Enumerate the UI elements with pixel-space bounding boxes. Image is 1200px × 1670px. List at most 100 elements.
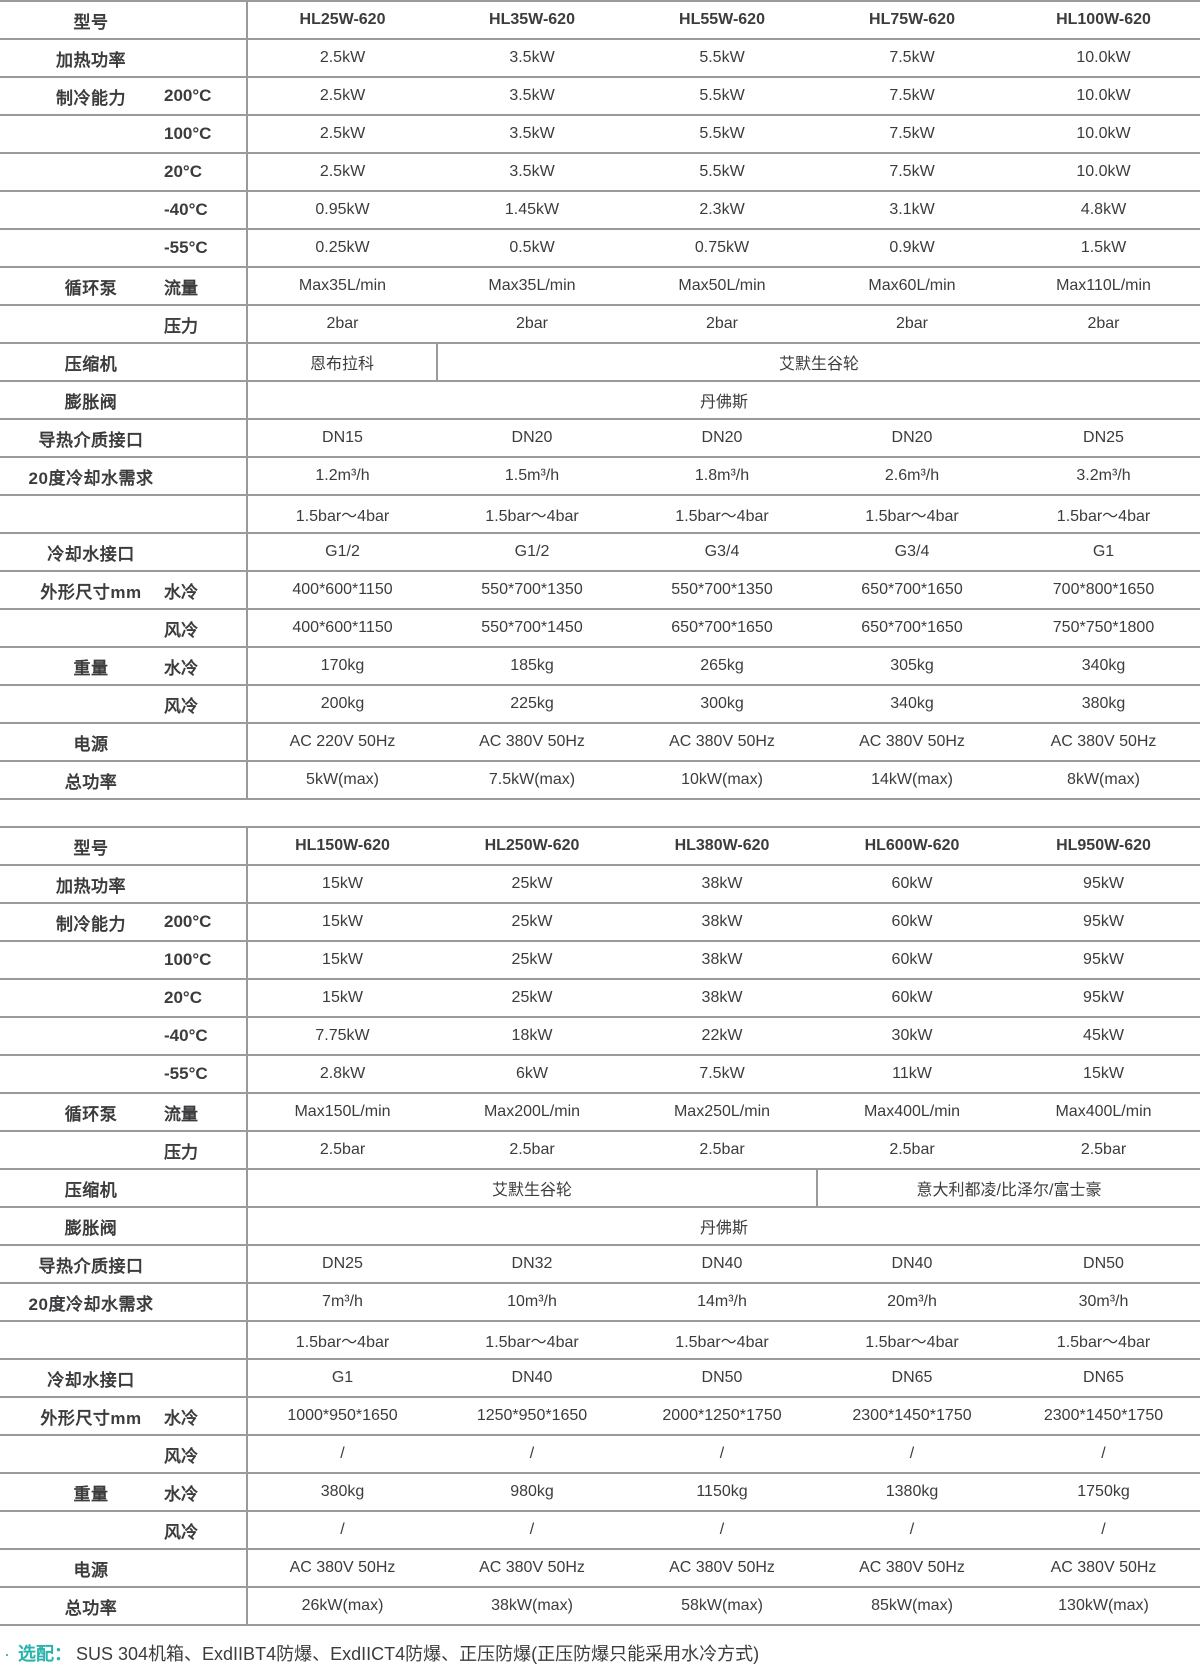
model-name: HL950W-620 [1007, 826, 1200, 865]
spec-row: 风冷 400*600*1150 550*700*1450 650*700*1650 65… [0, 608, 1200, 647]
spec-row: 重量 水冷 380kg 980kg 1150kg 1380kg 1750kg [0, 1472, 1200, 1511]
row-label-cell: 膨胀阀 [0, 380, 248, 419]
row-sublabel: 水冷 [164, 658, 198, 678]
spec-value: 14m³/h [627, 1282, 817, 1321]
spec-row: 导热介质接口 DN25 DN32 DN40 DN40 DN50 [0, 1244, 1200, 1283]
row-label: 膨胀阀 [64, 392, 118, 412]
row-label-wrap: 循环泵 流量 [0, 274, 245, 299]
spec-row: 压力 2bar 2bar 2bar 2bar 2bar [0, 304, 1200, 343]
spec-value: 38kW(max) [437, 1586, 627, 1626]
row-label: 制冷能力 [56, 88, 126, 108]
spec-value: 2300*1450*1750 [1007, 1396, 1200, 1435]
footnote-label: 选配： [18, 1644, 72, 1664]
spec-table-1-body: 型号 HL25W-620 HL35W-620 HL55W-620 HL75W-620 HL… [0, 0, 1200, 800]
row-label-cell: 总功率 [0, 1586, 248, 1626]
row-label-cell: 风冷 [0, 608, 248, 647]
spec-value: 550*700*1450 [437, 608, 627, 647]
row-label-wrap: -40°C [0, 200, 245, 220]
spec-value: G3/4 [627, 532, 817, 571]
row-sublabel: 20°C [164, 162, 202, 181]
spec-value: 1380kg [817, 1472, 1007, 1511]
spec-row: 20°C 15kW 25kW 38kW 60kW 95kW [0, 978, 1200, 1017]
spec-value: 8kW(max) [1007, 760, 1200, 800]
row-label-wrap: 压力 [0, 312, 245, 337]
spec-value: 5.5kW [627, 152, 817, 191]
row-label: 重量 [73, 658, 109, 678]
spec-value: 25kW [437, 940, 627, 979]
spec-row: 导热介质接口 DN15 DN20 DN20 DN20 DN25 [0, 418, 1200, 457]
spec-value: 2bar [437, 304, 627, 343]
spec-value: AC 380V 50Hz [1007, 1548, 1200, 1587]
row-label-cell: 压缩机 [0, 342, 248, 381]
spec-value: 艾默生谷轮 [436, 342, 1200, 381]
row-label-wrap: 冷却水接口 [0, 1366, 245, 1391]
spec-value: 550*700*1350 [437, 570, 627, 609]
spec-value: / [627, 1434, 817, 1473]
spec-value: DN65 [1007, 1358, 1200, 1397]
model-name: HL25W-620 [247, 0, 437, 39]
row-label-cell: 导热介质接口 [0, 418, 248, 457]
row-sublabel: 流量 [164, 278, 198, 298]
model-name: HL55W-620 [627, 0, 817, 39]
model-name: HL150W-620 [247, 826, 437, 865]
row-label: 20度冷却水需求 [28, 468, 154, 488]
row-sublabel: 水冷 [164, 1408, 198, 1428]
row-label-wrap: -55°C [0, 1064, 245, 1084]
spec-value: 15kW [247, 940, 437, 979]
spec-value: 2.5kW [247, 76, 437, 115]
spec-value: 10.0kW [1007, 76, 1200, 115]
spec-value: 1.5bar～4bar [1007, 494, 1200, 533]
spec-value: DN65 [817, 1358, 1007, 1397]
spec-value: Max250L/min [627, 1092, 817, 1131]
spec-value: 400*600*1150 [247, 608, 437, 647]
spec-row: 电源 AC 380V 50Hz AC 380V 50Hz AC 380V 50Hz AC… [0, 1548, 1200, 1587]
row-sublabel: 水冷 [164, 1484, 198, 1504]
spec-value: 85kW(max) [817, 1586, 1007, 1626]
spec-value: 7.5kW [627, 1054, 817, 1093]
spec-value: AC 380V 50Hz [437, 722, 627, 761]
spec-value: 2.5kW [247, 114, 437, 153]
spec-row: 膨胀阀 丹佛斯 [0, 380, 1200, 419]
spec-value: 1.5bar～4bar [627, 494, 817, 533]
spec-value: 60kW [817, 902, 1007, 941]
spec-row: 外形尺寸mm 水冷 1000*950*1650 1250*950*1650 2000*1… [0, 1396, 1200, 1435]
row-label-wrap: 总功率 [0, 1594, 245, 1619]
row-label-wrap: 风冷 [0, 1518, 245, 1543]
spec-value: 2.5kW [247, 38, 437, 77]
spec-value: 艾默生谷轮 [247, 1168, 817, 1207]
spec-value: 700*800*1650 [1007, 570, 1200, 609]
spec-row: 加热功率 15kW 25kW 38kW 60kW 95kW [0, 864, 1200, 903]
spec-value: 1.5bar～4bar [1007, 1320, 1200, 1359]
spec-value: 1.5bar～4bar [627, 1320, 817, 1359]
row-label-wrap: 型号 [0, 8, 245, 33]
row-sublabel: -40°C [164, 1026, 208, 1045]
spec-value: / [1007, 1434, 1200, 1473]
spec-value: 2.5bar [247, 1130, 437, 1169]
row-label: 循环泵 [64, 1104, 118, 1124]
spec-value: 30kW [817, 1016, 1007, 1055]
row-sublabel: 20°C [164, 988, 202, 1007]
row-label-cell: -55°C [0, 228, 248, 267]
row-label-cell: 制冷能力 200°C [0, 76, 248, 115]
spec-value: DN15 [247, 418, 437, 457]
spec-value: DN50 [627, 1358, 817, 1397]
row-label-wrap: 制冷能力 200°C [0, 84, 245, 109]
spec-value: 1.8m³/h [627, 456, 817, 495]
spec-value: 5.5kW [627, 114, 817, 153]
row-label: 型号 [73, 12, 109, 32]
spec-value: 1.2m³/h [247, 456, 437, 495]
spec-value: DN40 [627, 1244, 817, 1283]
spec-value: 30m³/h [1007, 1282, 1200, 1321]
row-label: 导热介质接口 [38, 1256, 144, 1276]
spec-value: 1250*950*1650 [437, 1396, 627, 1435]
row-label: 电源 [73, 734, 109, 754]
row-label-wrap: 总功率 [0, 768, 245, 793]
row-label-cell: 风冷 [0, 1434, 248, 1473]
model-name: HL600W-620 [817, 826, 1007, 865]
spec-value: AC 380V 50Hz [437, 1548, 627, 1587]
spec-value: G1 [1007, 532, 1200, 571]
row-label: 压缩机 [64, 1180, 118, 1200]
spec-row: 循环泵 流量 Max150L/min Max200L/min Max250L/min Ma… [0, 1092, 1200, 1131]
spec-value: 38kW [627, 940, 817, 979]
row-label-wrap: 导热介质接口 [0, 1252, 245, 1277]
